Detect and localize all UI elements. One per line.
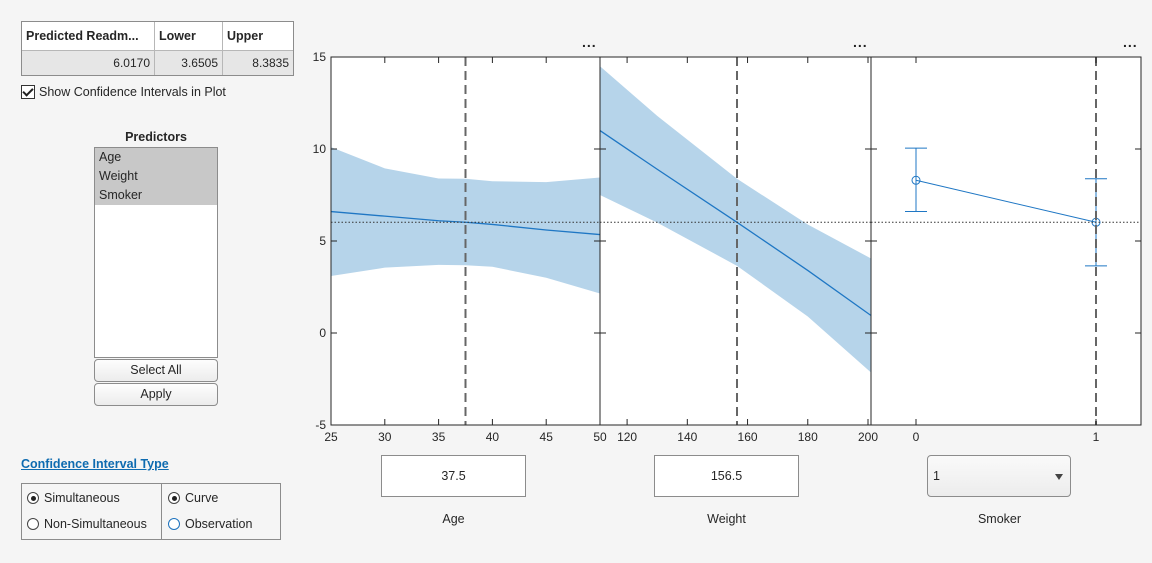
show-ci-checkbox[interactable] xyxy=(21,85,35,99)
confidence-band xyxy=(331,147,600,294)
smoker-label: Smoker xyxy=(977,512,1022,526)
ci-type-link[interactable]: Confidence Interval Type xyxy=(21,457,169,471)
axes-toolbar-age-more-icon[interactable]: ... xyxy=(582,34,597,50)
observation-radio[interactable] xyxy=(168,518,180,530)
x-tick-label: 140 xyxy=(677,430,697,444)
header-lower: Lower xyxy=(155,22,223,51)
weight-label: Weight xyxy=(707,512,746,526)
non-simultaneous-option[interactable]: Non-Simultaneous xyxy=(27,517,147,531)
age-label: Age xyxy=(442,512,465,526)
axes-toolbar-weight-more-icon[interactable]: ... xyxy=(853,34,868,50)
predictors-listbox[interactable]: Age Weight Smoker xyxy=(94,147,218,358)
observation-option[interactable]: Observation xyxy=(168,517,252,531)
x-tick-label: 50 xyxy=(593,430,607,444)
cell-predicted: 6.0170 xyxy=(22,51,155,75)
curve-radio[interactable] xyxy=(168,492,180,504)
non-simultaneous-label: Non-Simultaneous xyxy=(44,517,147,531)
cell-upper: 8.3835 xyxy=(223,51,293,75)
prediction-button-group: Curve Observation xyxy=(161,483,281,540)
bounds-button-group: Simultaneous Non-Simultaneous xyxy=(21,483,162,540)
axes-toolbar-smoker-more-icon[interactable]: ... xyxy=(1123,34,1138,50)
simultaneous-option[interactable]: Simultaneous xyxy=(27,491,120,505)
apply-button[interactable]: Apply xyxy=(94,383,218,406)
y-tick-label: 5 xyxy=(319,234,326,248)
prediction-line xyxy=(915,179,1097,223)
weight-value-field[interactable]: 156.5 xyxy=(654,455,799,497)
y-tick-label: 10 xyxy=(313,142,327,156)
smoker-dropdown[interactable]: 1 xyxy=(927,455,1071,497)
list-item-weight[interactable]: Weight xyxy=(95,167,217,186)
simultaneous-label: Simultaneous xyxy=(44,491,120,505)
age-value-field[interactable]: 37.5 xyxy=(381,455,526,497)
select-all-button[interactable]: Select All xyxy=(94,359,218,382)
list-item-age[interactable]: Age xyxy=(95,148,217,167)
x-tick-label: 120 xyxy=(617,430,637,444)
show-ci-label: Show Confidence Intervals in Plot xyxy=(39,85,226,99)
panel-content xyxy=(871,57,1141,425)
data-point xyxy=(911,175,921,185)
x-tick-label: 200 xyxy=(858,430,878,444)
smoker-dropdown-value: 1 xyxy=(933,469,940,483)
panel-border xyxy=(870,56,1142,426)
x-tick-label: 160 xyxy=(738,430,758,444)
prediction-results-table: Predicted Readm... Lower Upper 6.0170 3.… xyxy=(21,21,294,76)
x-tick-label: 40 xyxy=(486,430,500,444)
non-simultaneous-radio[interactable] xyxy=(27,518,39,530)
curve-label: Curve xyxy=(185,491,219,505)
cell-lower: 3.6505 xyxy=(155,51,223,75)
header-upper: Upper xyxy=(223,22,293,51)
panel-content xyxy=(331,57,600,425)
x-tick-label: 1 xyxy=(1093,430,1100,444)
x-tick-label: 35 xyxy=(432,430,446,444)
curve-option[interactable]: Curve xyxy=(168,491,218,505)
x-tick-label: 180 xyxy=(798,430,818,444)
y-tick-label: -5 xyxy=(315,418,326,432)
x-tick-label: 25 xyxy=(324,430,338,444)
list-item-smoker[interactable]: Smoker xyxy=(95,186,217,205)
y-tick-label: 0 xyxy=(319,326,326,340)
x-tick-label: 0 xyxy=(913,430,920,444)
confidence-band xyxy=(600,66,871,373)
predictors-title: Predictors xyxy=(125,130,187,144)
x-tick-label: 45 xyxy=(540,430,554,444)
x-tick-label: 30 xyxy=(378,430,392,444)
header-predicted: Predicted Readm... xyxy=(22,22,155,51)
observation-label: Observation xyxy=(185,517,253,531)
simultaneous-radio[interactable] xyxy=(27,492,39,504)
panel-content xyxy=(600,57,871,425)
show-ci-checkbox-row[interactable]: Show Confidence Intervals in Plot xyxy=(21,85,226,99)
chevron-down-icon xyxy=(1055,474,1063,480)
y-tick-label: 15 xyxy=(313,50,327,64)
